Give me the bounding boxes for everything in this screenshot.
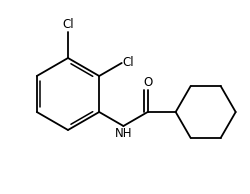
Text: Cl: Cl <box>123 56 134 69</box>
Text: NH: NH <box>115 127 132 140</box>
Text: Cl: Cl <box>62 18 74 31</box>
Text: O: O <box>143 76 152 89</box>
